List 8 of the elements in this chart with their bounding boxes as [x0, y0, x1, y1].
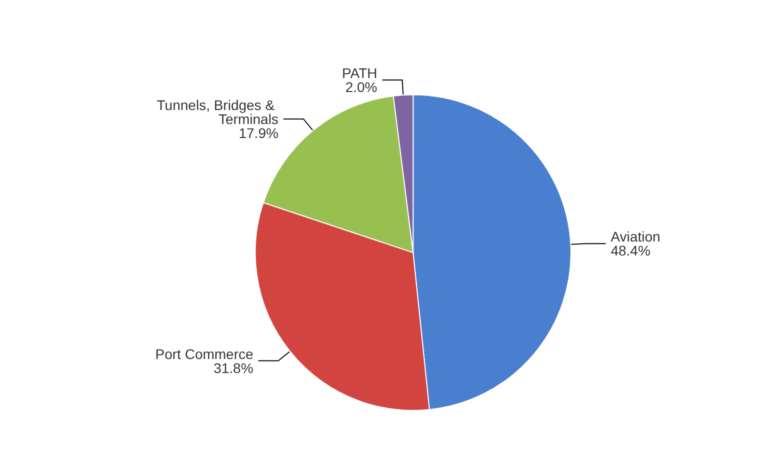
data-label: 2.0%: [345, 79, 378, 96]
data-label: 31.8%: [214, 360, 254, 376]
slice-label: Aviation: [610, 228, 660, 245]
slice-label: Tunnels, Bridges & Terminals: [156, 96, 278, 127]
data-label: 48.4%: [610, 242, 650, 259]
data-label: 17.9%: [238, 124, 278, 141]
slice-label: PATH: [342, 65, 378, 82]
slice-label: Port Commerce: [155, 346, 254, 362]
